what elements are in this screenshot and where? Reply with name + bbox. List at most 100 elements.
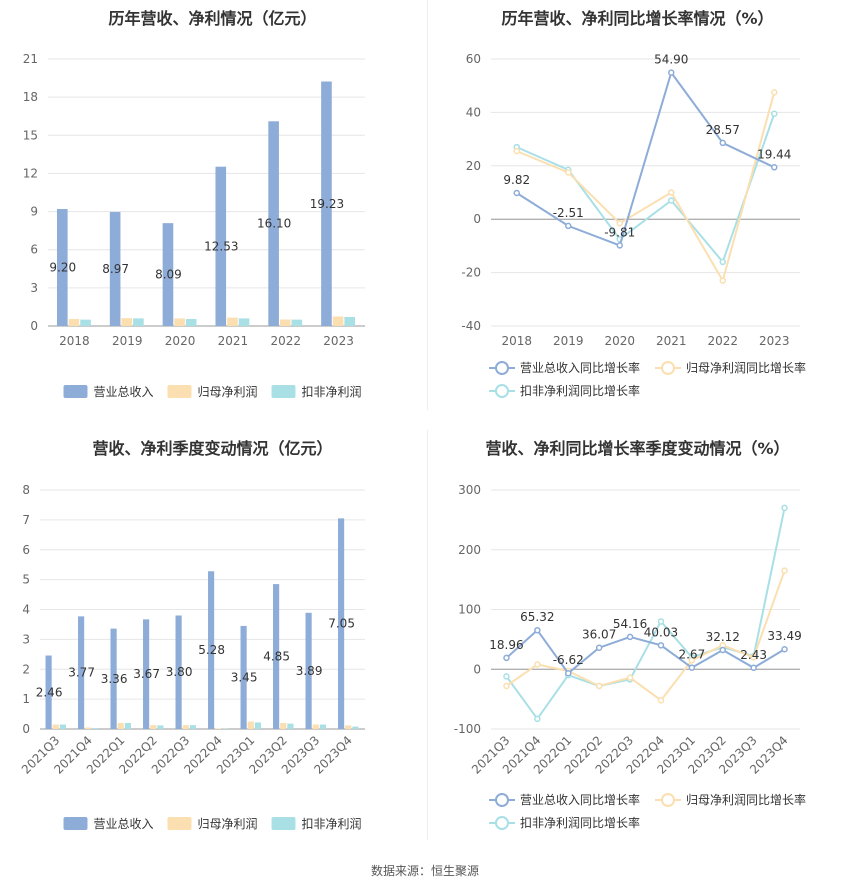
x-tick-label: 2020 [604,334,635,348]
bar [238,318,250,326]
x-tick-label: 2019 [112,334,143,348]
data-label: 36.07 [582,628,616,642]
bar [338,518,345,729]
data-label: 7.05 [328,617,355,631]
data-point [781,645,788,653]
data-point [534,715,541,723]
legend-label: 归母净利润同比增长率 [686,360,806,375]
bar [345,725,352,729]
legend-label: 扣非净利润 [302,385,362,399]
bar [240,625,247,729]
legend-label: 归母净利润 [198,817,258,831]
data-point [750,664,757,672]
bar [215,728,222,729]
bar [305,612,312,729]
chart-title: 营收、净利季度变动情况（亿元） [92,439,333,458]
data-point [626,633,634,641]
y-tick-label: 3 [30,281,38,295]
bar [109,211,121,326]
series-line [505,628,786,675]
data-label: 8.97 [102,262,129,276]
y-tick-label: 15 [23,128,38,142]
legend-label: 营业总收入 [94,385,154,399]
data-point [503,682,510,690]
bar [59,724,66,729]
y-tick-label: 21 [23,52,38,66]
data-point [534,661,541,668]
y-tick-label: 7 [22,513,30,527]
bar [157,725,164,729]
bar [85,727,92,729]
quarter-growth-panel: 营收、净利同比增长率季度变动情况（%） -100 0 100 200 300 2021Q3… [425,430,850,860]
data-source-note: 数据来源：恒生聚源 [370,864,479,878]
bar [133,318,144,326]
data-point [668,69,675,76]
data-point [719,139,726,147]
legend-label: 归母净利润 [198,385,258,399]
y-tick-label: 0 [473,212,481,226]
y-tick-label: -20 [461,266,481,280]
bar [124,723,131,729]
data-point [565,222,572,230]
series-line [516,70,775,247]
y-tick-label: 0 [22,722,30,736]
y-tick-label: 60 [466,52,481,66]
data-point [657,618,665,625]
y-tick-label: 8 [22,483,30,497]
data-label: 9.82 [503,173,530,187]
data-point [513,147,520,155]
bar [215,166,227,326]
data-point [513,189,520,197]
x-tick-label: 2021 [656,334,687,348]
y-tick-label: 2 [22,662,30,676]
y-tick-label: 4 [22,603,30,617]
panel-divider-bottom [427,430,428,840]
bar [182,725,189,729]
data-label: -2.51 [553,206,584,220]
data-point [719,277,726,284]
bar [78,616,85,729]
y-tick-label: 200 [458,543,481,557]
legend-marker [495,816,509,830]
y-tick-label: 9 [30,205,38,219]
data-label: 2.67 [678,648,705,662]
legend-label: 营业总收入同比增长率 [520,792,640,807]
data-label: 2.46 [36,685,63,699]
y-tick-label: 12 [23,166,38,180]
bar [174,318,185,326]
data-point [668,197,675,204]
x-tick-label: 2020 [165,334,196,348]
x-tick-label: 2019 [553,334,584,348]
legend-label: 营业总收入同比增长率 [520,360,640,375]
data-label: 3.36 [101,672,128,686]
bar [45,655,52,729]
y-tick-label: 20 [466,159,481,173]
data-point [503,654,510,662]
bar [80,319,91,326]
data-point [668,189,675,196]
bar [291,319,303,326]
y-tick-label: -100 [454,722,481,736]
legend-label: 营业总收入 [94,817,154,831]
legend-marker [495,793,509,807]
legend-swatch [167,385,192,398]
legend-label: 归母净利润同比增长率 [686,792,806,807]
bar [273,584,280,729]
bar [121,318,133,326]
legend-label: 扣非净利润 [302,817,362,831]
series-line [505,570,786,702]
data-point [771,110,778,117]
data-point [626,674,634,681]
data-label: 3.77 [68,666,95,680]
bar [254,722,261,729]
y-tick-label: 0 [473,662,481,676]
series-line [516,113,776,264]
data-label: 9.20 [49,261,76,275]
y-tick-label: 300 [458,483,481,497]
x-tick-label: 2022 [707,334,738,348]
legend-label: 扣非净利润同比增长率 [520,815,640,830]
bar [110,628,117,729]
data-label: 40.03 [644,625,678,639]
data-label: 28.57 [706,123,740,137]
data-point [595,644,603,651]
